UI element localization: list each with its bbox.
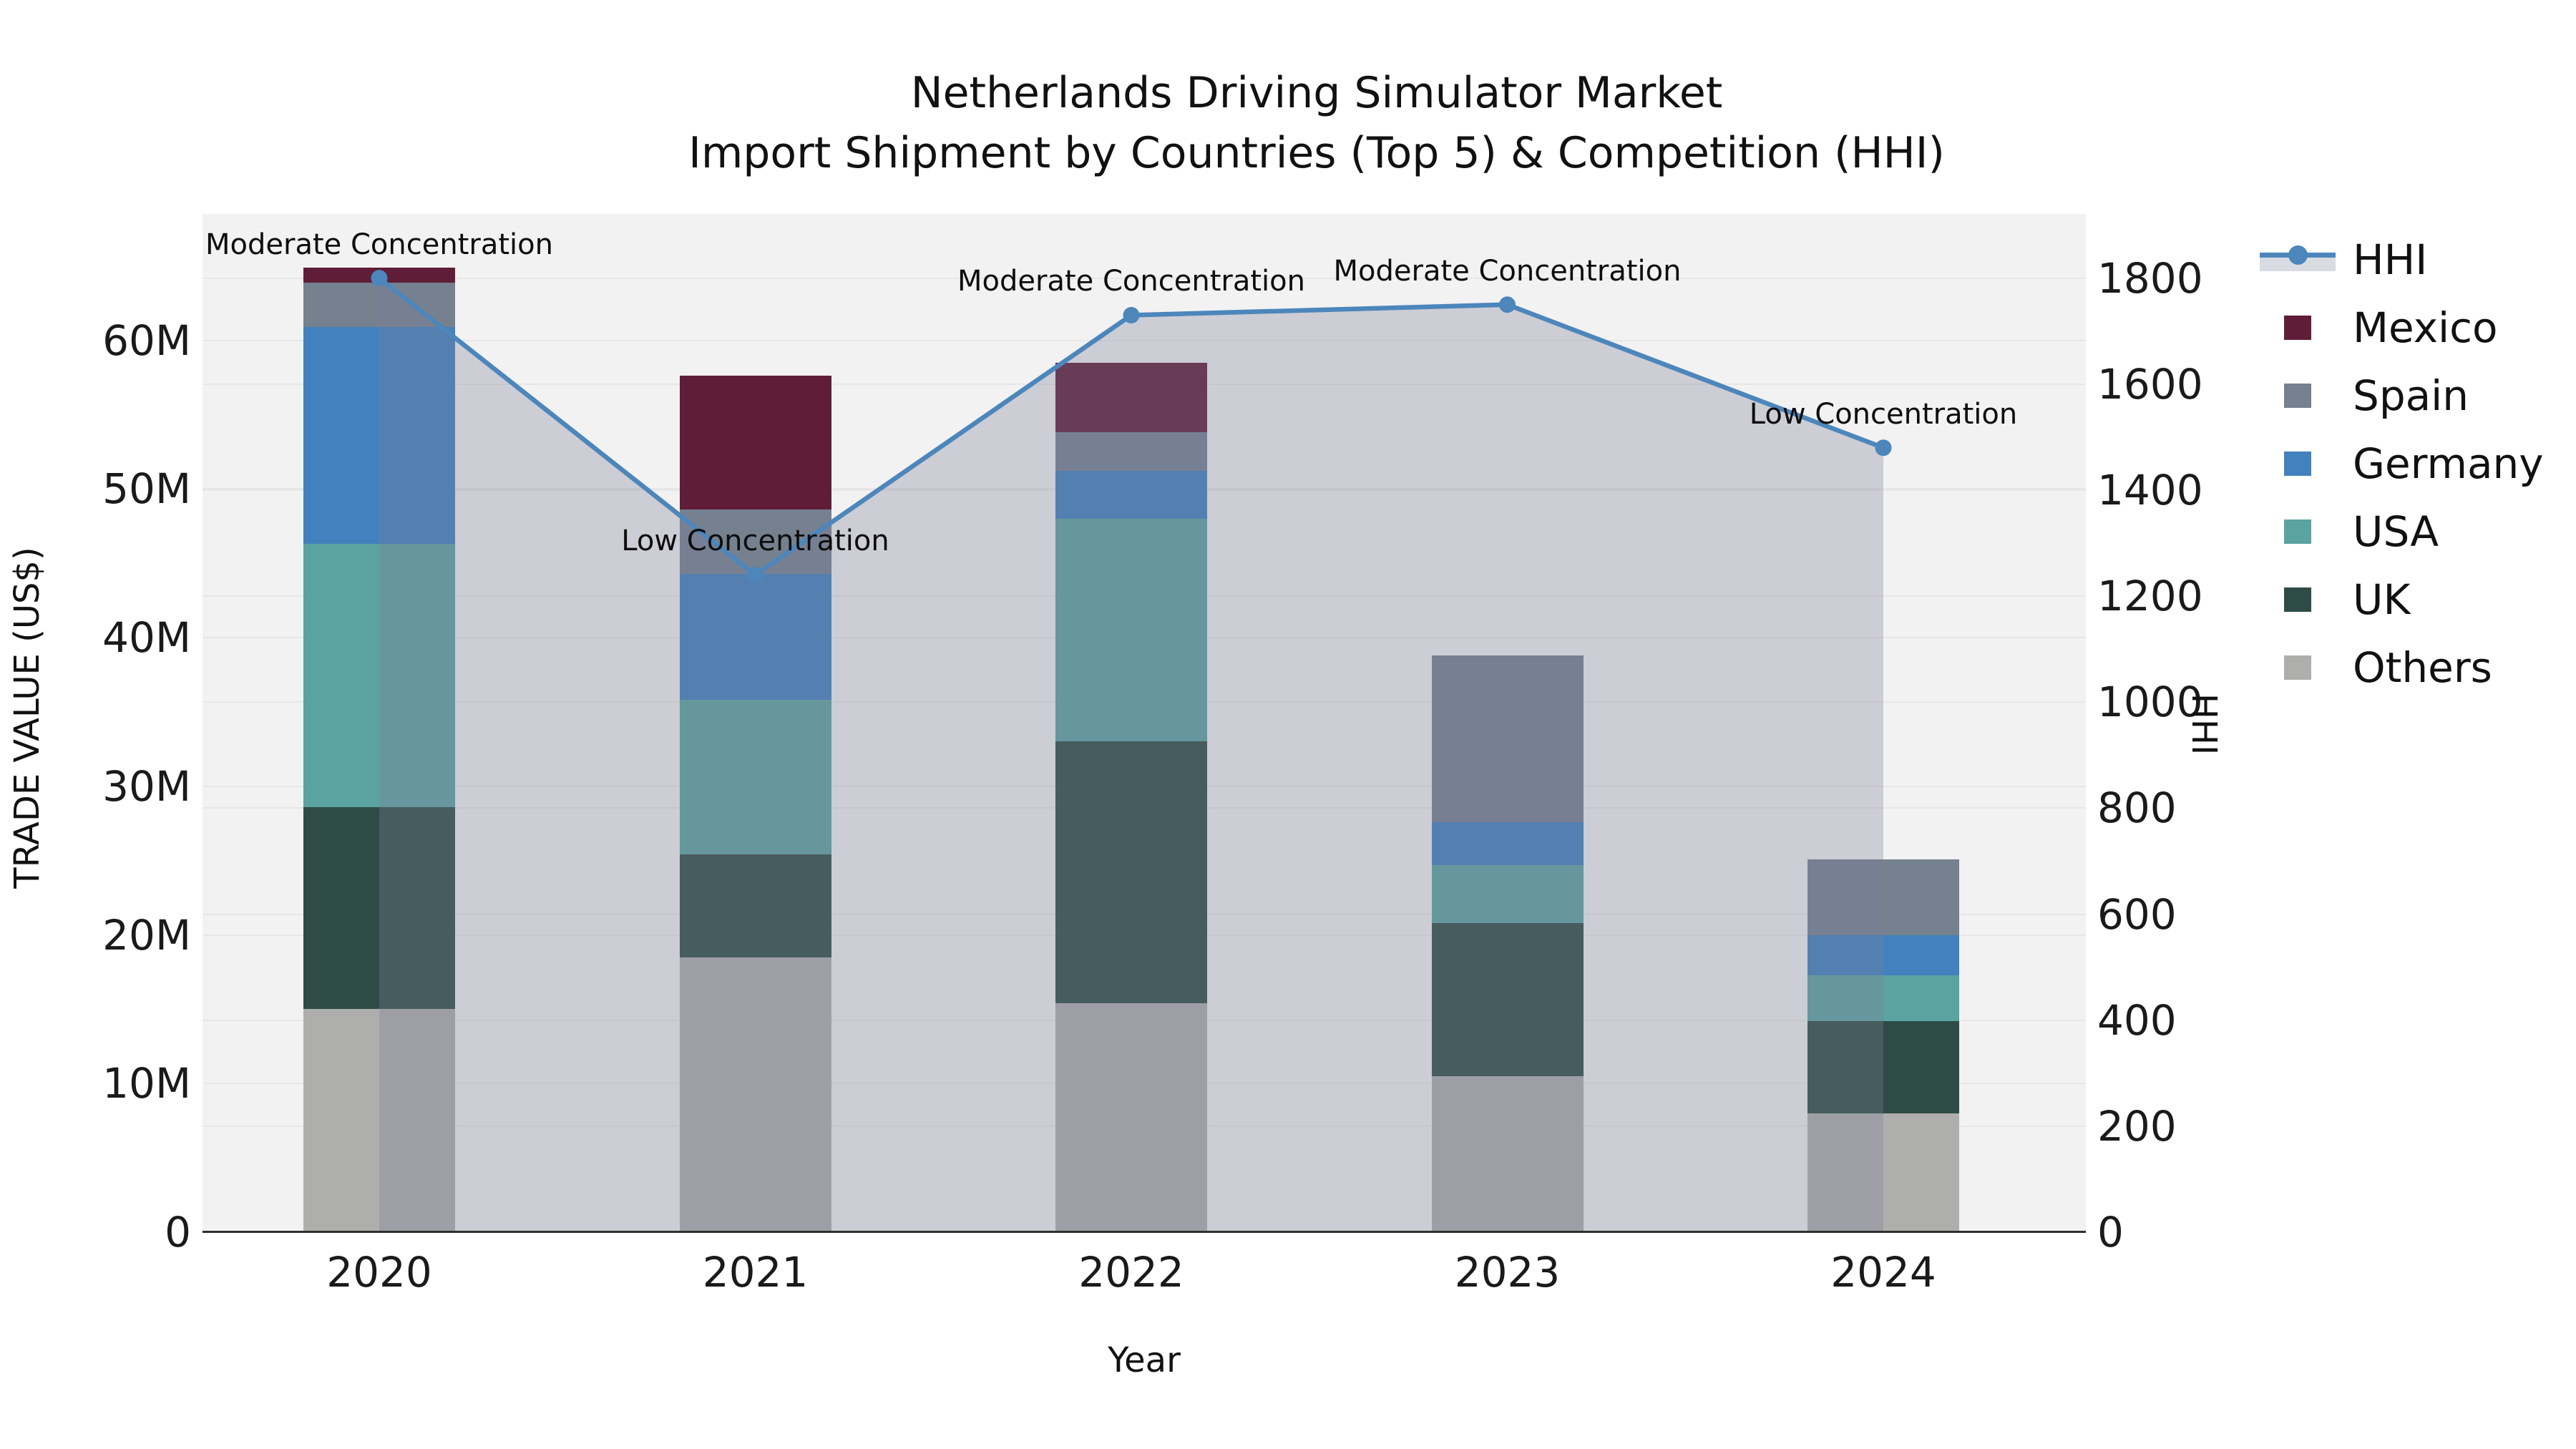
bar-segment-uk-2021 [679, 854, 831, 957]
legend-label: Spain [2353, 371, 2469, 420]
legend-item-mexico: Mexico [2260, 303, 2498, 352]
hhi-marker-2022 [1123, 307, 1140, 323]
bar-segment-germany-2024 [1807, 935, 1959, 975]
x-tick-2021: 2021 [702, 1248, 809, 1297]
bar-segment-mexico-2022 [1055, 362, 1207, 433]
annotation-2022: Moderate Concentration [957, 265, 1305, 298]
gridline [203, 277, 2086, 279]
bar-segment-mexico-2021 [679, 376, 831, 510]
bar-segment-usa-2020 [303, 544, 455, 807]
bar-segment-uk-2022 [1055, 741, 1207, 1004]
y-right-tick-1400: 1400 [2097, 465, 2203, 514]
bar-segment-uk-2024 [1807, 1021, 1959, 1113]
color-swatch-icon [2260, 381, 2336, 410]
legend-swatch [2284, 519, 2311, 544]
color-swatch-icon [2260, 653, 2336, 682]
y-right-tick-600: 600 [2097, 889, 2177, 939]
bar-segment-spain-2024 [1807, 859, 1959, 935]
plot-area [203, 214, 2086, 1233]
color-swatch-icon [2260, 517, 2336, 546]
bar-segment-usa-2023 [1431, 864, 1584, 923]
legend-label: UK [2353, 575, 2411, 624]
annotation-2020: Moderate Concentration [205, 228, 553, 261]
gridline [203, 339, 2086, 341]
y-left-tick-60M: 60M [102, 316, 191, 365]
legend-item-others: Others [2260, 643, 2492, 692]
bar-segment-germany-2021 [679, 573, 831, 701]
legend-item-uk: UK [2260, 575, 2411, 624]
hhi-marker-2023 [1499, 296, 1516, 313]
color-swatch-icon [2260, 313, 2336, 342]
bar-segment-germany-2020 [303, 326, 455, 545]
y-left-tick-0: 0 [165, 1208, 191, 1257]
bar-segment-usa-2022 [1055, 518, 1207, 742]
y-right-tick-1800: 1800 [2097, 253, 2203, 303]
bar-segment-usa-2021 [679, 700, 831, 855]
legend-swatch [2284, 452, 2311, 476]
legend-swatch [2284, 384, 2311, 408]
hhi-marker-2021 [747, 567, 763, 583]
bar-segment-others-2020 [303, 1009, 455, 1232]
bar-segment-uk-2023 [1431, 922, 1584, 1076]
y-right-tick-1000: 1000 [2097, 678, 2203, 727]
legend-label: USA [2353, 507, 2439, 556]
legend-swatch [2284, 587, 2311, 612]
bar-segment-spain-2022 [1055, 432, 1207, 472]
annotation-2021: Low Concentration [621, 525, 889, 558]
y-right-tick-200: 200 [2097, 1101, 2177, 1151]
bar-segment-spain-2023 [1431, 655, 1584, 822]
x-tick-2023: 2023 [1454, 1248, 1561, 1297]
bar-segment-others-2023 [1431, 1075, 1584, 1232]
hhi-line-legend-icon [2260, 245, 2336, 274]
bar-segment-others-2024 [1807, 1113, 1959, 1232]
bar-segment-germany-2022 [1055, 471, 1207, 519]
y-left-tick-40M: 40M [102, 613, 191, 663]
legend-swatch [2284, 316, 2311, 340]
chart-title-line1: Netherlands Driving Simulator Market [910, 68, 1723, 118]
x-axis-line [203, 1231, 2086, 1233]
chart-title-line2: Import Shipment by Countries (Top 5) & C… [688, 128, 1945, 178]
bar-segment-others-2022 [1055, 1003, 1207, 1232]
x-tick-2020: 2020 [326, 1248, 432, 1297]
x-tick-2024: 2024 [1830, 1248, 1936, 1297]
y-axis-left-title: TRADE VALUE (US$) [7, 547, 47, 889]
legend-label: HHI [2353, 235, 2428, 284]
legend-item-germany: Germany [2260, 439, 2544, 488]
hhi-marker-2020 [371, 270, 388, 287]
y-left-tick-10M: 10M [102, 1059, 191, 1108]
legend: HHI Mexico Spain Germany USA UK Others [2254, 0, 2576, 1449]
color-swatch-icon [2260, 449, 2336, 478]
legend-label: Germany [2353, 439, 2544, 488]
chart-title: Netherlands Driving Simulator Market Imp… [688, 63, 1945, 183]
annotation-2023: Moderate Concentration [1333, 254, 1682, 288]
bar-segment-usa-2024 [1807, 975, 1959, 1021]
color-swatch-icon [2260, 585, 2336, 614]
y-right-tick-400: 400 [2097, 995, 2177, 1045]
y-left-tick-30M: 30M [102, 761, 191, 811]
hhi-marker-sample [2288, 245, 2308, 265]
legend-swatch [2284, 655, 2311, 680]
x-tick-2022: 2022 [1078, 1248, 1184, 1297]
y-right-tick-1200: 1200 [2097, 572, 2203, 621]
y-right-tick-1600: 1600 [2097, 359, 2203, 409]
y-right-tick-800: 800 [2097, 784, 2177, 833]
legend-label: Mexico [2353, 303, 2498, 352]
x-axis-title: Year [1108, 1340, 1181, 1380]
legend-label: Others [2353, 643, 2492, 692]
bar-segment-germany-2023 [1431, 821, 1584, 865]
hhi-marker-2024 [1875, 439, 1892, 457]
hhi-line-layer [371, 270, 1892, 1233]
y-axis-right-title: HHI [2184, 693, 2224, 756]
hhi-area-fill [379, 278, 1883, 1233]
bar-segment-uk-2020 [303, 806, 455, 1010]
y-right-tick-0: 0 [2097, 1208, 2124, 1257]
legend-item-hhi: HHI [2260, 235, 2427, 284]
bar-segment-others-2021 [679, 957, 831, 1232]
y-left-tick-20M: 20M [102, 910, 191, 960]
annotation-2024: Low Concentration [1749, 397, 2018, 431]
legend-item-usa: USA [2260, 507, 2439, 556]
y-left-tick-50M: 50M [102, 464, 191, 514]
legend-item-spain: Spain [2260, 371, 2469, 420]
